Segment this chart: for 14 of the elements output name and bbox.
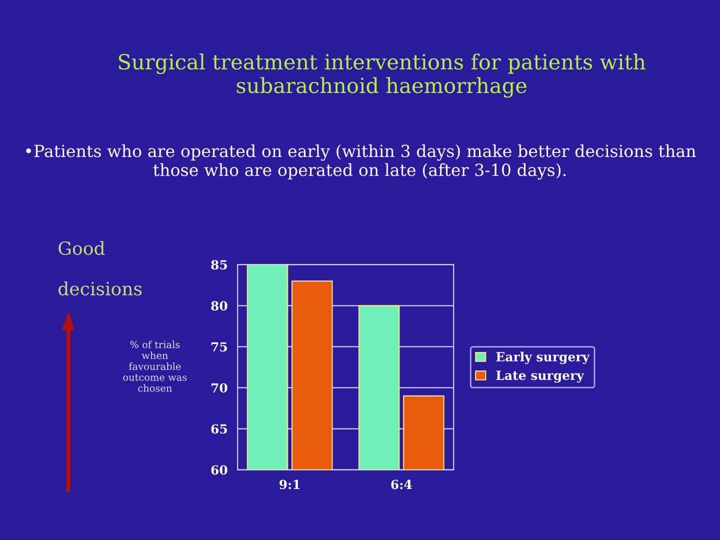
y-tick-label: 80 xyxy=(211,301,228,311)
text: Good decisions xyxy=(58,241,142,296)
chart-title: Surgical treatment interventions for patients with subarachnoid haemorrhage xyxy=(118,54,646,98)
y-tick-label: 65 xyxy=(211,424,227,434)
legend-label: Late surgery xyxy=(496,370,584,383)
y-tick-label: 85 xyxy=(211,260,227,270)
y-axis-title: % of trials when favourable outcome was chosen xyxy=(123,340,187,392)
y-tick-label: 75 xyxy=(211,342,227,352)
y-tick-label: 70 xyxy=(211,383,228,393)
chart-subtitle: •Patients who are operated on early (within 3 days) make better decisions than those who are operated on late (after 3-10 days). xyxy=(26,144,696,180)
x-tick-label: 6:4 xyxy=(391,480,412,490)
legend-label: Early surgery xyxy=(496,352,590,364)
x-tick-label: 9:1 xyxy=(279,480,300,490)
y-tick-label: 60 xyxy=(211,465,228,475)
